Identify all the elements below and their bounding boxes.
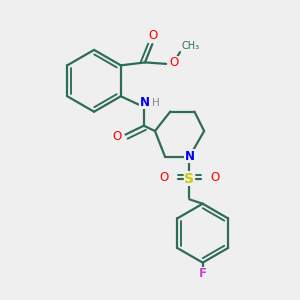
Text: O: O — [148, 29, 158, 42]
Text: N: N — [140, 96, 150, 109]
Text: CH₃: CH₃ — [182, 41, 200, 51]
Text: H: H — [152, 98, 159, 108]
Text: O: O — [170, 56, 179, 70]
Text: F: F — [199, 267, 207, 280]
Text: O: O — [113, 130, 122, 143]
Text: O: O — [211, 171, 220, 184]
Text: O: O — [159, 171, 168, 184]
Text: N: N — [184, 149, 194, 163]
Text: S: S — [184, 172, 194, 186]
